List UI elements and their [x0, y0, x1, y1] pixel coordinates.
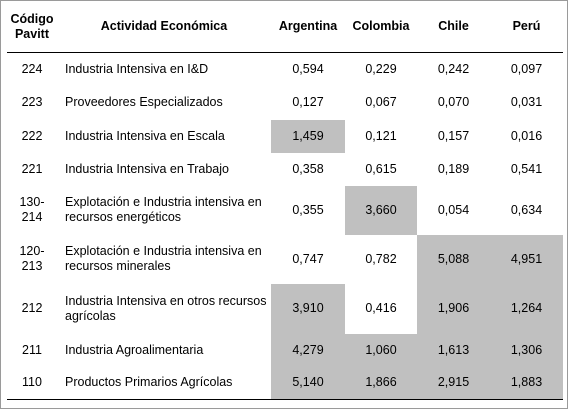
table-row: 130- 214 Explotación e Industria intensiv… — [7, 185, 563, 235]
cell-code: 120- 213 — [19, 244, 45, 273]
table-row: 221 Industria Intensiva en Trabajo 0,358 0,… — [7, 153, 563, 186]
cell-peru: 1,883 — [490, 366, 563, 400]
table-row: 120- 213 Explotación e Industria intensiv… — [7, 234, 563, 284]
cell-chile: 0,189 — [437, 161, 470, 176]
cell-chile: 5,088 — [417, 234, 490, 284]
cell-argentina: 0,747 — [292, 251, 324, 266]
cell-argentina: 0,355 — [292, 202, 324, 217]
pavitt-table: Código Pavitt Actividad Económica Argent… — [7, 1, 563, 400]
cell-colombia: 3,660 — [345, 185, 417, 235]
header-colombia: Colombia — [352, 19, 410, 33]
cell-code: 212 — [21, 301, 43, 315]
cell-peru: 1,306 — [490, 333, 563, 367]
header-row: Código Pavitt Actividad Económica Argent… — [7, 1, 563, 53]
cell-activity: Industria Intensiva en Escala — [65, 128, 225, 143]
cell-chile: 0,242 — [437, 61, 470, 76]
cell-argentina: 0,594 — [292, 61, 324, 76]
cell-peru: 0,031 — [510, 95, 543, 109]
cell-colombia: 1,866 — [345, 366, 417, 400]
cell-chile: 1,613 — [417, 333, 490, 367]
cell-activity: Industria Intensiva en Trabajo — [65, 161, 229, 176]
cell-peru: 0,016 — [510, 128, 543, 143]
cell-colombia: 0,416 — [365, 301, 397, 315]
table-row: 223 Proveedores Especializados 0,127 0,067 0… — [7, 86, 563, 120]
cell-chile: 2,915 — [417, 366, 490, 400]
cell-colombia: 0,067 — [365, 95, 397, 109]
cell-peru: 0,634 — [510, 202, 543, 217]
cell-chile: 0,054 — [437, 202, 470, 217]
header-peru: Perú — [512, 19, 541, 33]
header-argentina: Argentina — [278, 19, 338, 33]
header-activity: Actividad Económica — [100, 19, 228, 33]
table-row: 110 Productos Primarios Agrícolas 5,140 1,8… — [7, 366, 563, 400]
cell-code: 224 — [21, 61, 43, 76]
cell-argentina: 0,127 — [292, 95, 324, 109]
cell-code: 130- 214 — [19, 195, 45, 224]
cell-activity: Explotación e Industria intensiva en rec… — [65, 195, 262, 224]
cell-activity: Industria Intensiva en I&D — [65, 61, 209, 76]
cell-chile: 1,906 — [417, 283, 490, 334]
cell-peru: 1,264 — [490, 283, 563, 334]
cell-peru: 0,097 — [510, 61, 543, 76]
cell-argentina: 3,910 — [271, 283, 345, 334]
header-code: Código Pavitt — [10, 11, 54, 41]
cell-code: 222 — [21, 128, 43, 143]
cell-argentina: 4,279 — [271, 333, 345, 367]
table-row: 222 Industria Intensiva en Escala 1,459 0,1… — [7, 119, 563, 153]
cell-chile: 0,157 — [437, 128, 470, 143]
table-row: 224 Industria Intensiva en I&D 0,594 0,229 0… — [7, 53, 563, 86]
cell-colombia: 0,615 — [365, 161, 397, 176]
cell-code: 110 — [22, 375, 42, 390]
cell-peru: 4,951 — [490, 234, 563, 284]
table-body: 224 Industria Intensiva en I&D 0,594 0,229 0… — [7, 53, 563, 400]
cell-activity: Explotación e Industria intensiva en rec… — [65, 244, 262, 273]
table-row: 212 Industria Intensiva en otros recursos… — [7, 283, 563, 334]
cell-code: 211 — [22, 342, 42, 357]
cell-activity: Industria Intensiva en otros recursos ag… — [65, 293, 267, 323]
cell-chile: 0,070 — [437, 95, 470, 109]
header-chile: Chile — [438, 19, 469, 33]
cell-activity: Productos Primarios Agrícolas — [65, 375, 233, 390]
cell-code: 221 — [21, 161, 43, 176]
cell-colombia: 0,782 — [365, 251, 397, 266]
table-row: 211 Industria Agroalimentaria 4,279 1,060 1,… — [7, 333, 563, 367]
cell-activity: Industria Agroalimentaria — [65, 342, 204, 357]
cell-argentina: 5,140 — [271, 366, 345, 400]
cell-code: 223 — [21, 95, 43, 109]
cell-argentina: 0,358 — [292, 161, 324, 176]
cell-colombia: 0,121 — [365, 128, 397, 143]
cell-colombia: 0,229 — [365, 61, 397, 76]
cell-argentina: 1,459 — [271, 119, 345, 153]
cell-peru: 0,541 — [510, 161, 543, 176]
cell-activity: Proveedores Especializados — [65, 95, 223, 109]
cell-colombia: 1,060 — [345, 333, 417, 367]
